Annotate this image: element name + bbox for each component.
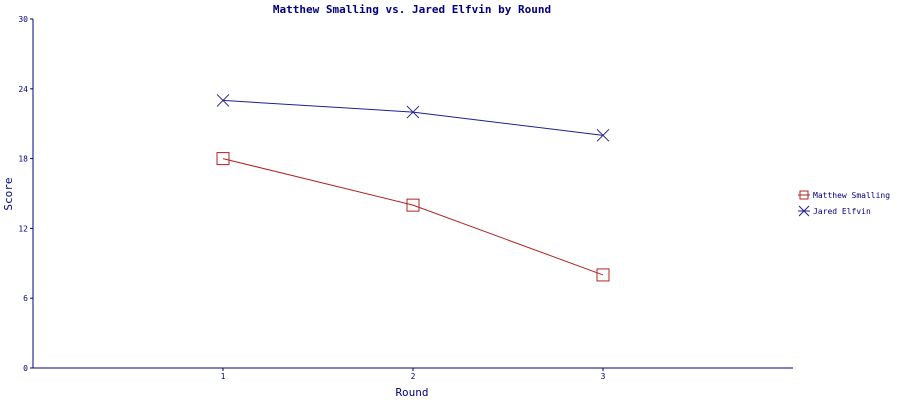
x-tick-label: 3 bbox=[601, 372, 606, 381]
x-tick-label: 1 bbox=[221, 372, 226, 381]
y-tick-label: 6 bbox=[23, 294, 28, 303]
data-point-matthew-smalling bbox=[216, 152, 230, 166]
y-ticks: 0 6 12 18 24 30 bbox=[18, 15, 33, 373]
data-point-matthew-smalling bbox=[596, 268, 610, 282]
legend-item-matthew-smalling: Matthew Smalling bbox=[798, 190, 890, 200]
y-tick-label: 0 bbox=[23, 364, 28, 373]
legend-marker bbox=[799, 190, 809, 200]
series-line-jared-elfvin bbox=[222, 99, 604, 136]
x-ticks: 1 2 3 bbox=[221, 368, 606, 381]
chart-title: Matthew Smalling vs. Jared Elfvin by Rou… bbox=[273, 3, 551, 16]
y-tick-label: 30 bbox=[18, 15, 28, 24]
data-point-jared-elfvin bbox=[596, 128, 610, 142]
x-axis-label: Round bbox=[395, 386, 428, 399]
y-tick-label: 12 bbox=[18, 224, 28, 233]
data-point-matthew-smalling bbox=[406, 198, 420, 212]
legend-marker bbox=[798, 205, 810, 217]
series-matthew-smalling bbox=[216, 152, 610, 282]
legend: Matthew Smalling Jared Elfvin bbox=[798, 190, 890, 217]
y-axis-label: Score bbox=[2, 177, 15, 210]
legend-label: Jared Elfvin bbox=[813, 207, 871, 216]
y-tick-label: 24 bbox=[18, 85, 28, 94]
data-point-jared-elfvin bbox=[406, 105, 420, 119]
series-layer bbox=[216, 94, 610, 282]
y-tick-label: 18 bbox=[18, 155, 28, 164]
x-tick-label: 2 bbox=[411, 372, 416, 381]
legend-label: Matthew Smalling bbox=[813, 191, 890, 200]
legend-item-jared-elfvin: Jared Elfvin bbox=[798, 205, 871, 217]
data-point-jared-elfvin bbox=[216, 94, 230, 107]
series-jared-elfvin bbox=[216, 94, 610, 142]
series-line-matthew-smalling bbox=[222, 158, 604, 276]
chart-axes bbox=[32, 19, 793, 369]
